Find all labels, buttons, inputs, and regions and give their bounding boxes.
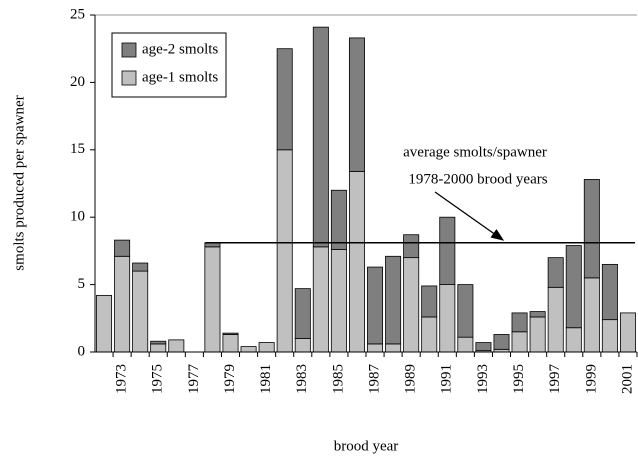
bar-segment xyxy=(312,246,329,353)
bar-segment xyxy=(565,245,582,329)
y-tick-label: 25 xyxy=(70,6,85,22)
x-tick-label: 1993 xyxy=(475,364,491,394)
bar-segment xyxy=(439,216,456,285)
bar-segment xyxy=(439,284,456,353)
bar-segment xyxy=(114,255,131,353)
annotation-arrow xyxy=(434,191,505,241)
x-tick-label: 1983 xyxy=(294,364,310,394)
annotation: average smolts/spawner xyxy=(403,144,547,160)
bar-segment xyxy=(276,149,293,353)
x-tick-label: 1979 xyxy=(222,364,238,394)
bar-segment xyxy=(601,263,618,321)
annotation: 1978-2000 brood years xyxy=(408,171,547,187)
bar-segment xyxy=(529,316,546,353)
x-axis-label: brood year xyxy=(334,438,399,454)
bar-segment xyxy=(240,346,257,353)
x-tick-label: 1989 xyxy=(403,364,419,394)
bar-segment xyxy=(222,332,239,335)
bar-segment xyxy=(619,312,636,353)
y-tick-label: 0 xyxy=(78,343,86,359)
bar-segment xyxy=(583,277,600,353)
bar-segment xyxy=(421,316,438,353)
bar-segment xyxy=(276,48,293,151)
bar-segment xyxy=(114,239,131,257)
bar-segment xyxy=(385,343,402,353)
bar-segment xyxy=(258,342,275,353)
legend-label: age-2 smolts xyxy=(142,41,218,57)
x-tick-label: 1985 xyxy=(330,364,346,394)
legend-swatch xyxy=(121,42,137,58)
bar-segment xyxy=(583,179,600,279)
bar-segment xyxy=(294,288,311,339)
bar-segment xyxy=(403,234,420,259)
bar-segment xyxy=(312,26,329,248)
y-axis-label: smolts produced per spawner xyxy=(11,95,27,270)
bar-segment xyxy=(168,339,185,353)
bar-segment xyxy=(565,327,582,353)
bar-segment xyxy=(475,342,492,352)
bar-segment xyxy=(348,37,365,172)
bar-segment xyxy=(150,343,167,353)
x-tick-label: 1977 xyxy=(186,364,202,395)
bar-segment xyxy=(294,338,311,353)
bar-segment xyxy=(385,255,402,345)
bar-segment xyxy=(150,340,167,345)
legend-swatch xyxy=(121,70,137,86)
legend-label: age-1 smolts xyxy=(142,69,218,85)
bar-segment xyxy=(367,266,384,345)
x-tick-label: 1997 xyxy=(547,364,563,395)
x-tick-label: 1973 xyxy=(114,364,130,394)
bar-segment xyxy=(132,270,149,353)
bar-segment xyxy=(132,262,149,272)
bar-segment xyxy=(601,319,618,353)
bar-segment xyxy=(547,286,564,353)
bar-segment xyxy=(403,257,420,353)
bar-segment xyxy=(348,170,365,353)
bar-segment xyxy=(330,189,347,250)
y-tick-label: 20 xyxy=(70,74,85,90)
bar-segment xyxy=(96,294,113,353)
y-tick-label: 10 xyxy=(70,209,85,225)
bar-segment xyxy=(421,285,438,318)
bar-segment xyxy=(511,312,528,333)
bar-segment xyxy=(511,331,528,353)
x-tick-label: 1975 xyxy=(150,364,166,394)
x-tick-label: 1991 xyxy=(439,364,455,394)
x-tick-label: 1995 xyxy=(511,364,527,394)
x-tick-label: 1987 xyxy=(366,364,382,395)
bar-segment xyxy=(222,334,239,353)
bar-segment xyxy=(330,249,347,353)
x-tick-label: 1981 xyxy=(258,364,274,394)
bar-segment xyxy=(457,336,474,353)
x-tick-label: 2001 xyxy=(619,364,635,394)
bar-segment xyxy=(547,257,564,288)
bar-segment xyxy=(529,311,546,318)
bar-segment xyxy=(367,343,384,353)
bar-segment xyxy=(493,334,510,350)
y-tick-label: 5 xyxy=(78,276,86,292)
bar-segment xyxy=(457,284,474,338)
x-tick-label: 1999 xyxy=(583,364,599,394)
y-tick-label: 15 xyxy=(70,141,85,157)
bar-segment xyxy=(204,246,221,353)
